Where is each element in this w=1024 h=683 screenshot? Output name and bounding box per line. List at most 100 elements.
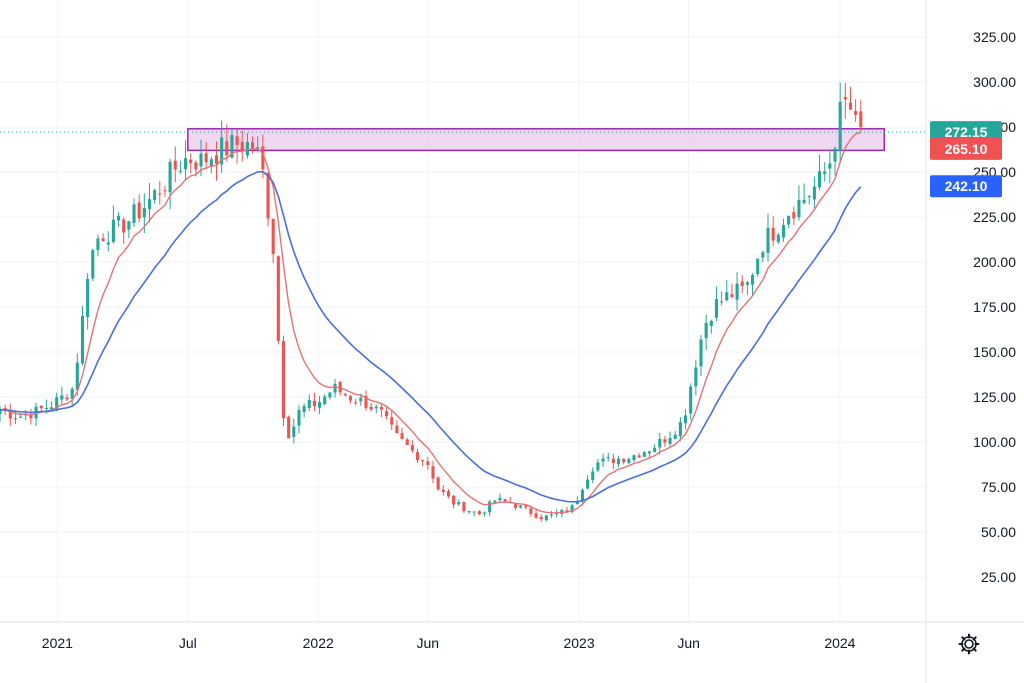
y-tick-label: 300.00 — [973, 74, 1016, 90]
candle-body — [493, 500, 497, 503]
candle-body — [658, 438, 662, 448]
candle-body — [214, 155, 219, 164]
price-label-box — [930, 137, 1002, 160]
candle-body — [745, 282, 749, 285]
candle-body — [606, 457, 610, 459]
candle-body — [354, 402, 358, 404]
candle-body — [792, 212, 796, 219]
x-tick-label: 2021 — [42, 635, 73, 651]
candle-body — [663, 439, 667, 443]
candle-body — [369, 406, 373, 410]
candle-body — [256, 147, 260, 149]
candle-body — [117, 215, 121, 221]
candle-body — [750, 275, 755, 285]
candle-body — [549, 514, 554, 516]
candle-body — [235, 136, 239, 146]
candle-body — [586, 479, 590, 489]
candle-body — [209, 159, 213, 166]
candle-body — [673, 434, 677, 439]
candle-body — [178, 171, 182, 173]
candle-body — [472, 511, 476, 513]
candle-body — [312, 400, 316, 407]
candle-body — [544, 515, 548, 521]
y-tick-label: 25.00 — [981, 569, 1016, 585]
candle-body — [75, 362, 79, 390]
candle-body — [565, 510, 569, 512]
candle-body — [184, 158, 188, 170]
candle-body — [482, 512, 487, 514]
candle-body — [756, 258, 760, 274]
candle-body — [766, 227, 770, 253]
candle-body — [735, 283, 739, 300]
candle-body — [240, 142, 244, 152]
price-label-text: 242.10 — [945, 178, 988, 194]
candle-body — [44, 408, 48, 410]
candle-body — [503, 499, 507, 502]
candle-body — [699, 339, 703, 367]
candle-body — [477, 511, 481, 515]
candle-body — [343, 394, 347, 396]
resistance-zone — [187, 128, 886, 152]
candle-body — [519, 505, 523, 508]
candle-body — [647, 451, 652, 454]
candle-body — [488, 501, 492, 513]
y-tick-label: 75.00 — [981, 479, 1016, 495]
y-tick-label: 225.00 — [973, 209, 1016, 225]
ema-long-line — [0, 170, 862, 503]
candle-body — [29, 414, 33, 419]
candle-body — [55, 397, 59, 409]
candle-body — [823, 171, 827, 174]
candle-body — [230, 134, 234, 158]
candle-body — [668, 437, 672, 444]
candle-body — [111, 219, 115, 242]
gear-icon[interactable] — [957, 632, 981, 656]
candle-body — [287, 416, 291, 439]
grid — [0, 0, 926, 622]
candle-body — [173, 160, 177, 170]
candle-body — [189, 159, 193, 164]
candle-body — [80, 316, 85, 364]
candle-body — [452, 495, 456, 505]
candle-body — [642, 452, 646, 457]
candle-body — [431, 466, 435, 479]
candle-body — [127, 221, 131, 230]
price-label-text: 265.10 — [945, 141, 988, 157]
price-label-text: 272.15 — [945, 124, 988, 140]
candle-body — [271, 218, 275, 254]
candle-body — [462, 501, 466, 512]
candles — [0, 82, 863, 523]
candle-body — [467, 511, 471, 513]
candle-body — [689, 386, 693, 414]
candle-body — [225, 141, 229, 156]
y-tick-label: 125.00 — [973, 389, 1016, 405]
candle-body — [142, 208, 146, 218]
candle-body — [714, 299, 719, 318]
candle-body — [415, 452, 420, 461]
resistance-zone-rect — [187, 128, 886, 152]
candle-body — [307, 400, 311, 409]
candle-body — [828, 163, 832, 169]
candle-body — [446, 491, 450, 497]
candle-body — [611, 458, 615, 463]
candle-body — [683, 415, 688, 424]
candle-body — [457, 502, 461, 505]
candle-body — [390, 417, 394, 425]
x-tick-label: Jun — [677, 635, 700, 651]
x-tick-label: Jul — [179, 635, 197, 651]
candle-body — [709, 320, 713, 326]
candle-body — [385, 411, 389, 417]
candle-body — [8, 410, 12, 419]
candle-body — [137, 202, 141, 219]
candle-body — [153, 190, 157, 200]
candle-body — [725, 292, 729, 301]
candle-body — [761, 252, 765, 258]
candle-body — [807, 196, 811, 198]
candle-body — [24, 414, 28, 416]
candle-body — [498, 497, 502, 501]
candle-body — [797, 200, 801, 218]
y-tick-label: 100.00 — [973, 434, 1016, 450]
candle-body — [513, 504, 517, 508]
candle-body — [292, 426, 296, 437]
